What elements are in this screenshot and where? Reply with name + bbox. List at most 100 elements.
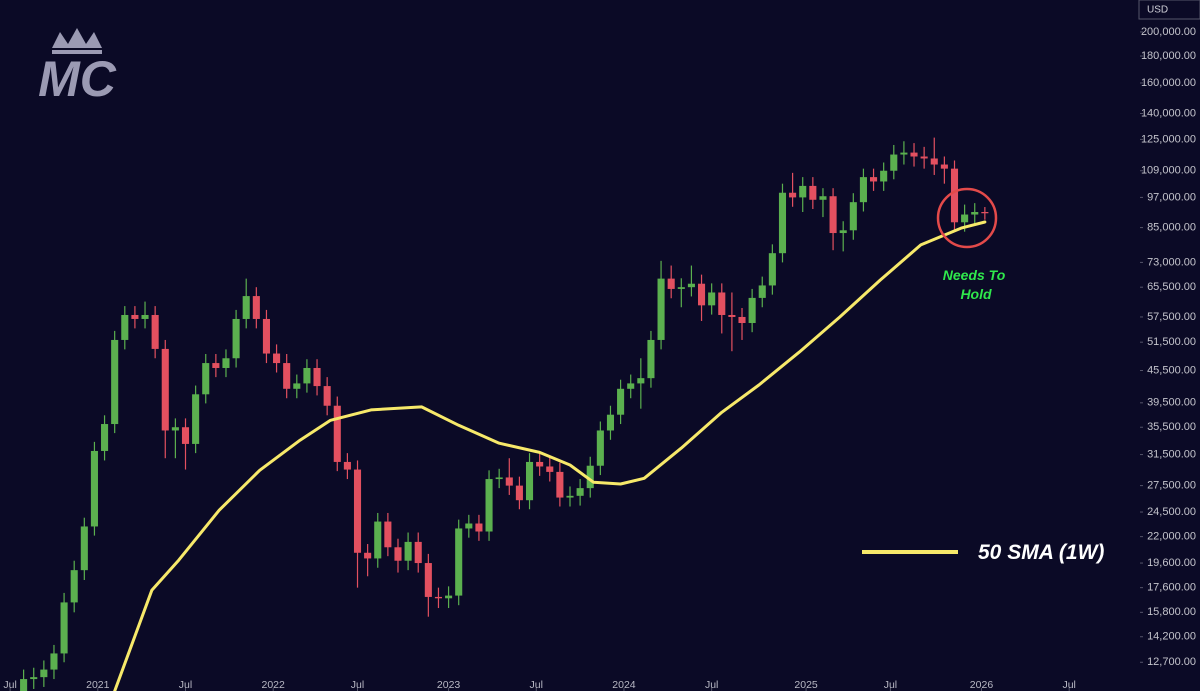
candle-body xyxy=(536,461,544,467)
x-tick-label: 2025 xyxy=(794,679,818,691)
y-tick-label: 22,000.00 xyxy=(1147,531,1196,543)
candle-body xyxy=(839,230,847,234)
candle-body xyxy=(556,471,564,498)
candle-body xyxy=(384,521,392,548)
candle-body xyxy=(859,177,867,203)
candle-body xyxy=(687,283,695,288)
y-tick-label: 31,500.00 xyxy=(1147,448,1196,460)
candle-body xyxy=(576,488,584,496)
candle-body xyxy=(890,154,898,171)
candle-body xyxy=(80,526,88,571)
candle-body xyxy=(202,363,210,395)
candle-body xyxy=(546,466,554,472)
candle-body xyxy=(768,253,776,286)
y-tick-label: 109,000.00 xyxy=(1141,165,1196,177)
y-tick-label: 51,500.00 xyxy=(1147,336,1196,348)
plot-area: Jul 2021 Jul 2022 Jul 2023 Jul 2024 Jul 2025 Jul 20… xyxy=(3,137,1076,691)
candle-body xyxy=(910,152,918,157)
y-tick-label: 180,000.00 xyxy=(1141,50,1196,62)
y-tick-label: 85,000.00 xyxy=(1147,222,1196,234)
candle-body xyxy=(121,314,129,340)
x-tick-label: Jul xyxy=(179,679,192,691)
candle-body xyxy=(606,414,615,431)
candle-body xyxy=(161,348,169,431)
candle-body xyxy=(424,563,432,597)
y-axis: 12,700.00 14,200.00 15,800.00 17,600.00 19,6… xyxy=(1140,26,1196,668)
y-tick-label: 200,000.00 xyxy=(1141,26,1196,38)
candle-body xyxy=(252,296,260,319)
candle-body xyxy=(829,196,837,234)
candle-body xyxy=(283,363,291,389)
candle-body xyxy=(323,386,331,406)
candle-body xyxy=(313,367,321,387)
candle-body xyxy=(637,378,645,384)
candle-body xyxy=(293,383,301,389)
candle-body xyxy=(20,679,28,691)
candle-body xyxy=(728,314,736,317)
currency-box xyxy=(1138,0,1200,20)
candle-body xyxy=(242,296,250,319)
candle-body xyxy=(950,168,959,223)
candle-body xyxy=(961,214,969,223)
candle-body xyxy=(353,469,362,553)
y-tick-label: 97,000.00 xyxy=(1147,191,1196,203)
candle-body xyxy=(748,297,756,324)
candle-body xyxy=(30,677,38,680)
candle-body xyxy=(849,202,857,231)
candle-body xyxy=(141,314,149,319)
sma-line xyxy=(113,220,987,691)
candle-body xyxy=(192,394,200,444)
candle-body xyxy=(596,430,604,466)
candle-body xyxy=(485,479,493,532)
candle-body xyxy=(303,367,311,384)
candle-body xyxy=(900,152,908,155)
candle-body xyxy=(90,450,98,527)
candle-body xyxy=(262,318,270,354)
candle-body xyxy=(920,156,928,159)
candle-body xyxy=(880,170,888,182)
annotation-line: Hold xyxy=(960,286,992,302)
x-tick-label: Jul xyxy=(884,679,897,691)
x-tick-label: 2026 xyxy=(970,679,994,691)
candle-body xyxy=(697,283,706,306)
candle-body xyxy=(505,477,513,486)
candle-body xyxy=(515,485,523,501)
candle-body xyxy=(566,495,574,498)
candle-body xyxy=(708,292,716,306)
annotation-line: Needs To xyxy=(943,267,1006,283)
candle-body xyxy=(940,164,948,169)
y-tick-label: 73,000.00 xyxy=(1147,256,1196,268)
candle-body xyxy=(40,669,48,678)
candle-body xyxy=(870,177,878,182)
logo-text: MC xyxy=(38,51,117,107)
y-tick-label: 125,000.00 xyxy=(1141,133,1196,145)
y-tick-label: 35,500.00 xyxy=(1147,421,1196,433)
candle-body xyxy=(343,461,351,470)
candle-body xyxy=(60,602,68,654)
y-tick-label: 17,600.00 xyxy=(1147,582,1196,594)
y-tick-label: 160,000.00 xyxy=(1141,77,1196,89)
y-tick-label: 39,500.00 xyxy=(1147,397,1196,409)
candle-body xyxy=(677,287,685,289)
candle-body xyxy=(647,339,655,379)
candle-body xyxy=(789,192,797,198)
candle-body xyxy=(212,363,220,368)
candle-body xyxy=(404,541,412,561)
candle-body xyxy=(930,158,938,165)
x-tick-label: Jul xyxy=(530,679,543,691)
y-tick-label: 15,800.00 xyxy=(1147,606,1196,618)
candle-body xyxy=(819,196,827,200)
candle-body xyxy=(627,383,635,389)
candle-body xyxy=(70,570,78,603)
candle-body xyxy=(799,185,807,198)
y-tick-label: 24,500.00 xyxy=(1147,506,1196,518)
logo-crown-band xyxy=(52,50,102,54)
legend-label: 50 SMA (1W) xyxy=(978,541,1104,564)
candle-body xyxy=(414,541,422,564)
candle-body xyxy=(374,521,382,559)
y-tick-label: 45,500.00 xyxy=(1147,364,1196,376)
candle-body xyxy=(181,427,190,444)
candle-body xyxy=(778,192,787,254)
candle-body xyxy=(101,424,109,451)
